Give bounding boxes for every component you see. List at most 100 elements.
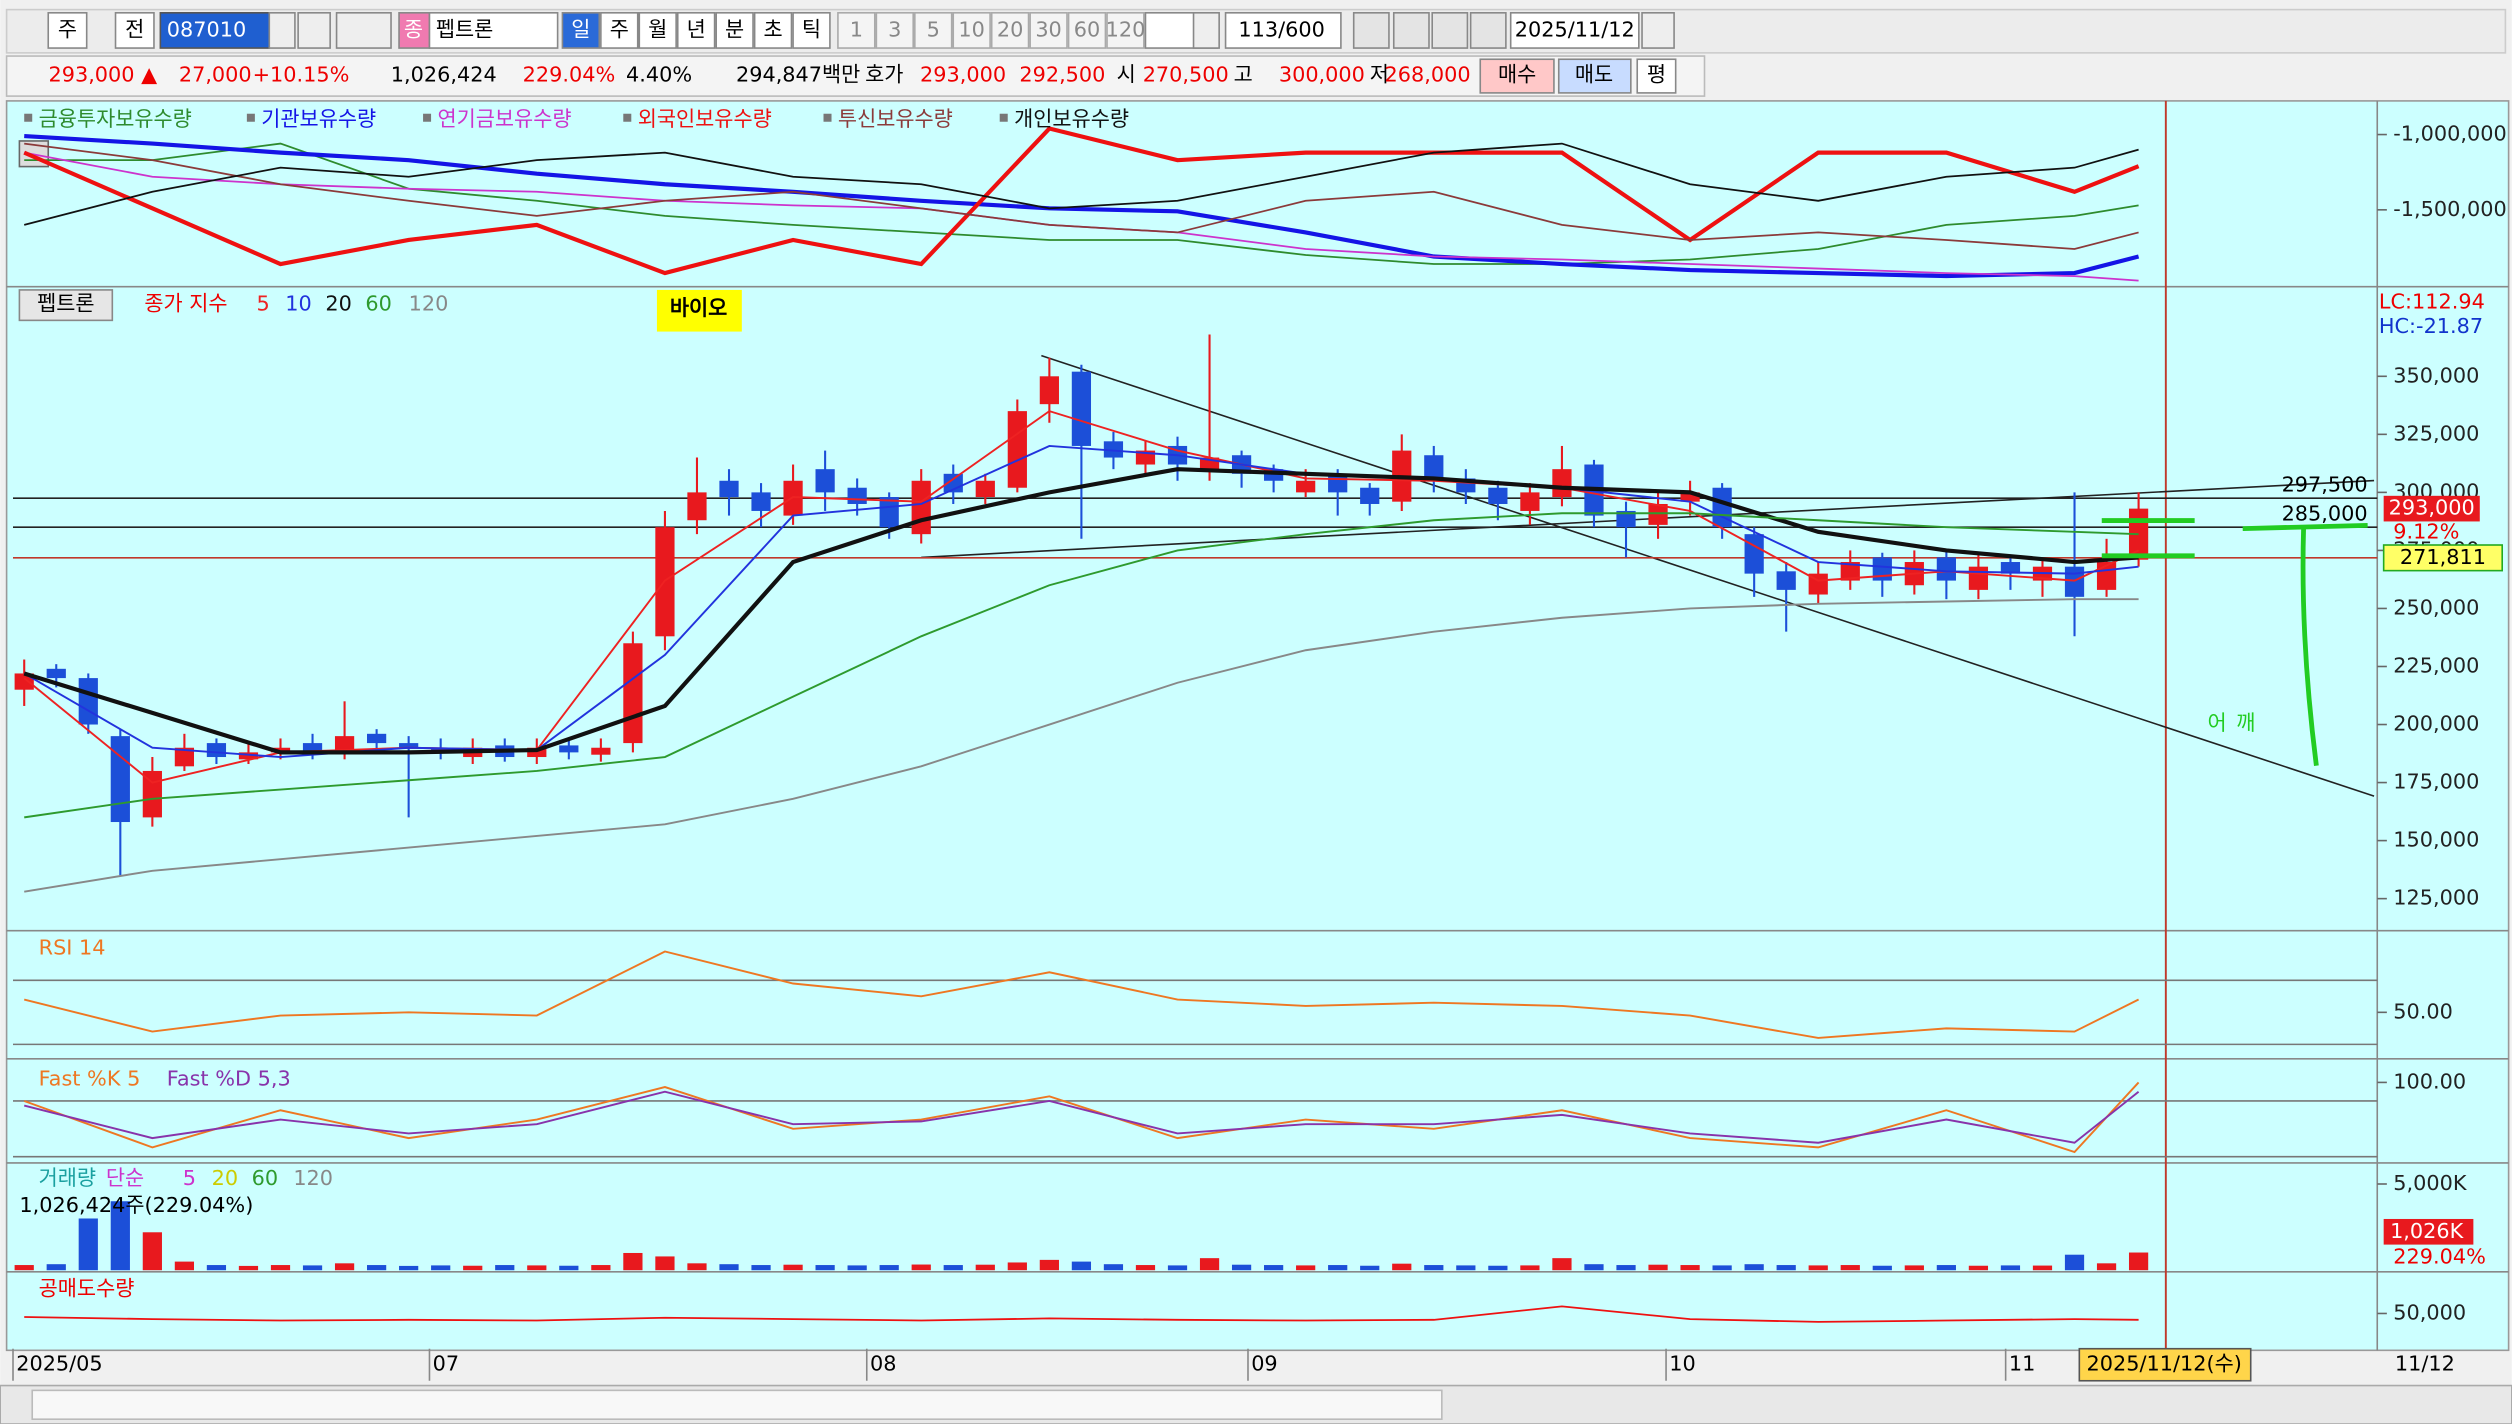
volume-bar xyxy=(463,1265,483,1271)
button[interactable] xyxy=(159,12,271,49)
legend-swatch xyxy=(999,113,1008,122)
y-tick-label: 325,000 xyxy=(2393,421,2479,445)
last-volume-ratio: 229.04% xyxy=(2393,1244,2486,1268)
button[interactable] xyxy=(1029,12,1068,49)
x-end-label: 11/12 xyxy=(2395,1352,2455,1376)
candle-body xyxy=(238,752,259,760)
volume-bar xyxy=(1392,1263,1412,1271)
x-tick-label: 07 xyxy=(433,1352,459,1376)
candle-body xyxy=(687,492,707,521)
legend-swatch xyxy=(623,113,632,122)
cursor-price-label: 271,811 xyxy=(2400,545,2486,569)
scroll-thumb[interactable] xyxy=(31,1389,1443,1420)
interval: 1 xyxy=(850,17,863,41)
panel-label: RSI 14 xyxy=(39,935,106,959)
y-tick-label: 125,000 xyxy=(2393,886,2479,910)
button[interactable] xyxy=(1224,12,1342,49)
legend-label: 투신보유수량 xyxy=(838,107,953,131)
volume-bar xyxy=(1744,1264,1764,1271)
button[interactable] xyxy=(47,12,88,49)
period: 년 xyxy=(687,17,706,41)
button[interactable] xyxy=(1352,12,1390,49)
volume-bar xyxy=(591,1265,611,1271)
button[interactable] xyxy=(561,12,601,49)
volume-bar xyxy=(1360,1265,1380,1271)
y-tick-label: 5,000K xyxy=(2393,1171,2468,1195)
candle-body xyxy=(2064,566,2085,597)
candle-body xyxy=(302,743,323,753)
stoch-line xyxy=(23,1090,2140,1144)
button[interactable] xyxy=(990,12,1030,49)
period: 주 xyxy=(610,17,629,41)
button[interactable] xyxy=(837,12,876,49)
candle-body xyxy=(1616,510,1636,528)
interval: 10 xyxy=(958,17,984,41)
button[interactable] xyxy=(676,12,716,49)
button[interactable] xyxy=(114,12,155,49)
candle-body xyxy=(879,497,899,528)
button[interactable] xyxy=(638,12,677,49)
holding-line xyxy=(24,142,2139,250)
button[interactable] xyxy=(1641,12,1675,49)
candle-body xyxy=(911,480,931,535)
button[interactable] xyxy=(1392,12,1430,49)
quote-low: 268,000 xyxy=(1385,62,1471,86)
volume-bar xyxy=(334,1263,355,1271)
ma-legend: 120 xyxy=(293,1166,333,1190)
stock-button[interactable] xyxy=(18,289,114,322)
button[interactable] xyxy=(1192,12,1220,49)
candle-body xyxy=(975,480,995,498)
volume-bar xyxy=(1296,1265,1316,1271)
moving-average xyxy=(24,512,2139,819)
volume-bar xyxy=(623,1252,643,1271)
button[interactable] xyxy=(1431,12,1469,49)
legend-label: 외국인보유수량 xyxy=(638,107,772,131)
sector-tag-label: 바이오 xyxy=(670,296,727,320)
button[interactable] xyxy=(1509,12,1640,49)
legend-label: Fast %D 5,3 xyxy=(167,1067,291,1091)
stock-name: 펩트론 xyxy=(436,17,493,41)
button[interactable] xyxy=(335,12,392,49)
legend-label: 개인보유수량 xyxy=(1014,107,1129,131)
volume-bar xyxy=(2128,1252,2149,1271)
button[interactable] xyxy=(1557,58,1632,94)
candle-body xyxy=(1264,469,1284,481)
button[interactable] xyxy=(715,12,754,49)
button[interactable] xyxy=(268,12,296,49)
button[interactable] xyxy=(1479,58,1555,94)
volume-bar xyxy=(1648,1264,1668,1271)
date: 2025/11/12 xyxy=(1515,17,1635,41)
button[interactable] xyxy=(297,12,331,49)
candle-body xyxy=(1103,441,1124,458)
button[interactable] xyxy=(1067,12,1107,49)
quote-bid: 292,500 xyxy=(1019,62,1105,86)
period: 일 xyxy=(571,17,590,41)
y-tick-label: 250,000 xyxy=(2393,595,2479,619)
button[interactable] xyxy=(753,12,793,49)
volume-bar xyxy=(1007,1262,1027,1271)
button[interactable] xyxy=(1469,12,1507,49)
last-volume-label: 1,026K xyxy=(2390,1219,2465,1243)
button[interactable] xyxy=(1636,58,1677,94)
y-tick-label: 350,000 xyxy=(2393,363,2479,387)
moving-average xyxy=(24,598,2139,893)
candle-body xyxy=(399,743,419,748)
quote-turnover: 4.40% xyxy=(626,62,692,86)
button[interactable] xyxy=(600,12,639,49)
volume-bar xyxy=(270,1265,291,1271)
volume-bar xyxy=(911,1264,931,1271)
holding-line xyxy=(24,133,2140,279)
volume-bar xyxy=(879,1265,899,1271)
rsi-line xyxy=(23,950,2140,1039)
button[interactable] xyxy=(428,12,559,49)
button[interactable] xyxy=(875,12,915,49)
button[interactable] xyxy=(914,12,953,49)
last-price-label: 293,000 xyxy=(2389,496,2475,520)
button[interactable] xyxy=(1106,12,1145,49)
volume-bar xyxy=(495,1265,515,1271)
volume-bar xyxy=(2032,1265,2053,1271)
volume-bar xyxy=(1264,1265,1284,1271)
volume-bar xyxy=(1103,1264,1124,1271)
button[interactable] xyxy=(952,12,991,49)
button[interactable] xyxy=(792,12,831,49)
